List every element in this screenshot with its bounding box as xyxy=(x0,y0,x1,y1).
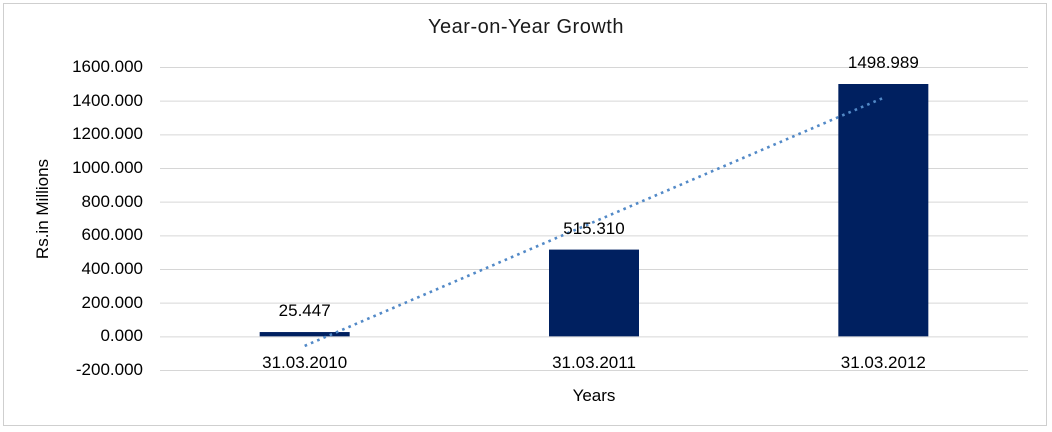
y-axis-tick-label: -200.000 xyxy=(75,360,143,379)
y-axis-tick-label: 1000.000 xyxy=(72,158,143,177)
y-axis-tick-label: 1200.000 xyxy=(72,124,143,144)
bar xyxy=(549,249,639,337)
bar-data-label: 1498.989 xyxy=(847,53,919,72)
y-axis-tick-label: 200.000 xyxy=(81,292,143,312)
x-axis-category-label: 31.03.2010 xyxy=(262,353,348,373)
trendline xyxy=(304,96,884,348)
bar-data-label: 25.447 xyxy=(278,301,331,321)
y-axis-tick-label: 0.000 xyxy=(100,326,143,346)
x-axis-category-label: 31.03.2011 xyxy=(552,353,636,373)
y-axis-tick-label: 600.000 xyxy=(81,225,143,245)
chart-title: Year-on-Year Growth xyxy=(428,16,624,38)
y-axis-tick-label: 1400.000 xyxy=(72,90,143,110)
bar xyxy=(838,84,929,337)
x-axis-category-label: 31.03.2012 xyxy=(840,353,926,373)
x-axis-title: Years xyxy=(572,386,616,405)
y-axis-tick-label: 1600.000 xyxy=(72,57,143,76)
bar-data-label: 515.310 xyxy=(563,218,625,238)
bar xyxy=(259,332,350,337)
y-axis-tick-label: 400.000 xyxy=(81,259,143,278)
y-axis-tick-label: 800.000 xyxy=(81,191,143,211)
